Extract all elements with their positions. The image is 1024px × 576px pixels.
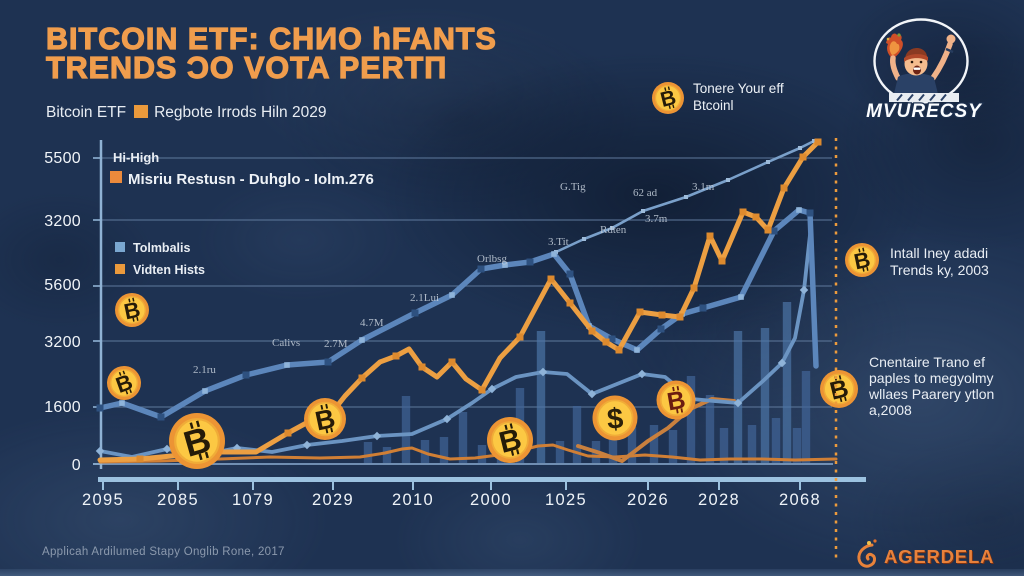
svg-text:Calivs: Calivs [272,337,300,349]
svg-text:2.1Lui: 2.1Lui [410,292,439,304]
svg-text:G.Tig: G.Tig [560,181,586,193]
svg-text:1600: 1600 [44,399,81,416]
svg-text:2068: 2068 [779,491,821,509]
svg-text:Cnentaire Trano ef: Cnentaire Trano ef [869,354,985,370]
svg-text:3200: 3200 [44,213,81,230]
svg-text:$: $ [606,403,624,436]
svg-text:2028: 2028 [698,491,740,509]
svg-text:Hi-High: Hi-High [113,150,159,165]
svg-text:0: 0 [72,457,81,474]
svg-text:5500: 5500 [44,150,81,167]
svg-text:2010: 2010 [392,491,434,509]
svg-text:wllaes Paarery ytlon: wllaes Paarery ytlon [868,386,994,402]
svg-text:a,2008: a,2008 [869,402,912,418]
svg-text:Tolmbalis: Tolmbalis [133,241,190,255]
svg-text:5600: 5600 [44,277,81,294]
svg-text:1079: 1079 [232,491,274,509]
svg-text:1025: 1025 [545,491,587,509]
svg-text:2.1ru: 2.1ru [193,364,216,376]
svg-text:Vidten Hists: Vidten Hists [133,263,205,277]
svg-text:2029: 2029 [312,491,354,509]
svg-text:62 ad: 62 ad [633,187,658,199]
svg-text:3.7m: 3.7m [645,213,668,225]
svg-text:Intall Iney adadi: Intall Iney adadi [890,245,988,261]
svg-text:paples to megyolmy: paples to megyolmy [869,370,994,386]
svg-text:3.Tit: 3.Tit [548,236,569,248]
svg-text:Trends ky, 2003: Trends ky, 2003 [890,262,989,278]
svg-text:MVURECSY: MVURECSY [866,101,983,122]
svg-text:2.7M: 2.7M [324,338,348,350]
svg-text:AGERDELA: AGERDELA [884,546,994,567]
svg-text:3200: 3200 [44,334,81,351]
svg-text:Btcoinl: Btcoinl [693,98,734,113]
svg-text:4.7M: 4.7M [360,317,384,329]
svg-text:Misriu Restusn - Duhglo - Iolm: Misriu Restusn - Duhglo - Iolm.276 [128,171,374,188]
svg-text:2026: 2026 [627,491,669,509]
svg-text:Rdten: Rdten [600,224,627,236]
svg-text:2095: 2095 [82,491,124,509]
svg-text:2085: 2085 [157,491,199,509]
svg-text:3.1m: 3.1m [692,181,715,193]
svg-text:Tonere Your eff: Tonere Your eff [693,81,784,96]
svg-text:Orlbsg: Orlbsg [477,253,507,265]
svg-text:2000: 2000 [470,491,512,509]
